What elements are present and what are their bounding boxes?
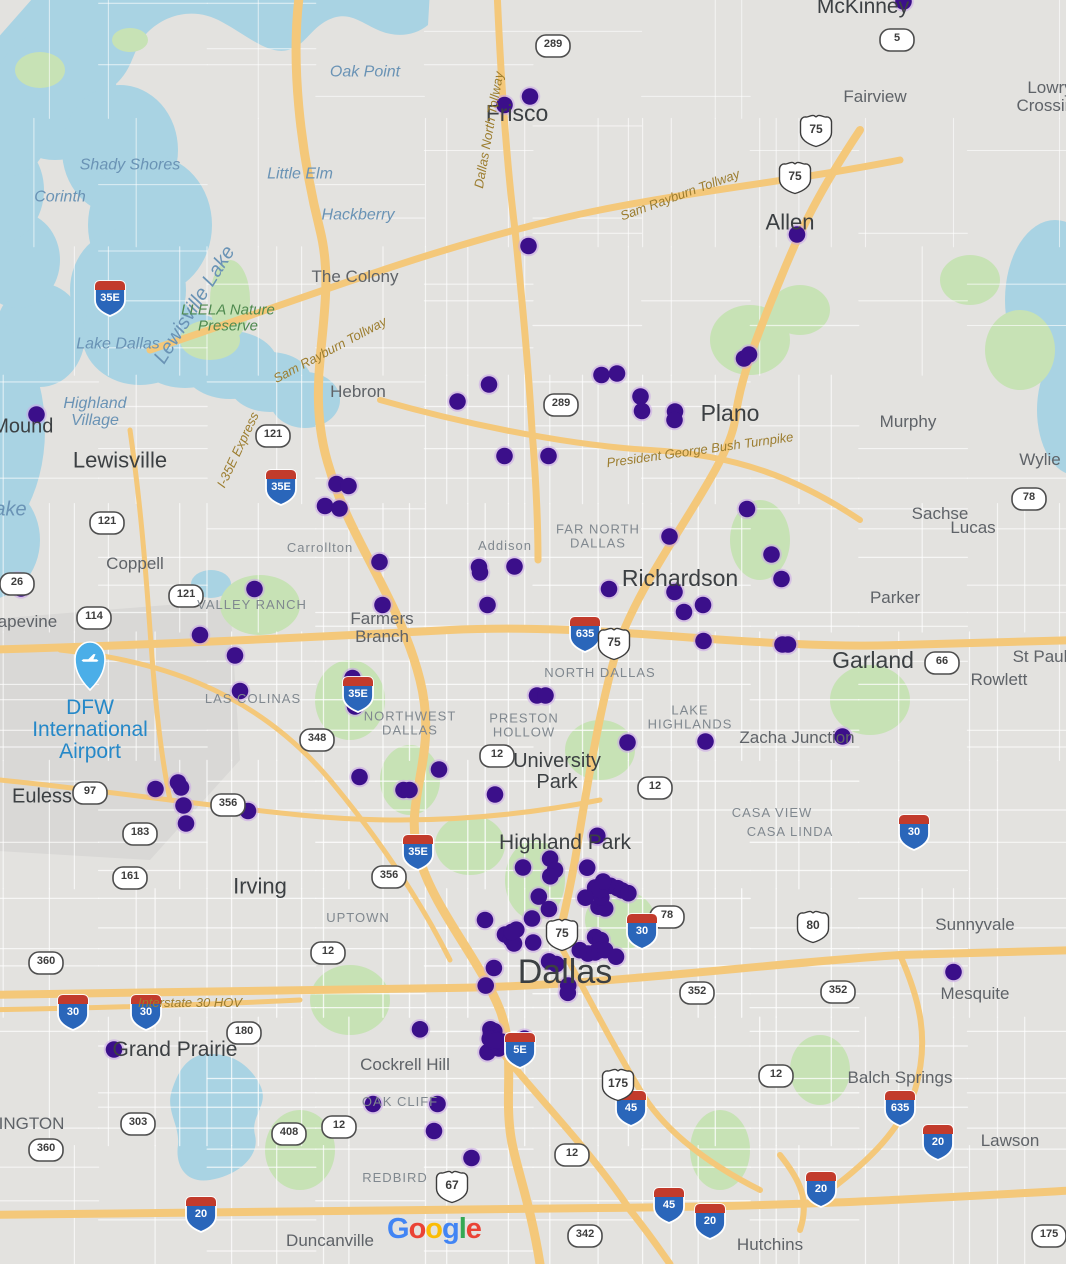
svg-text:78: 78 bbox=[661, 909, 673, 921]
svg-text:114: 114 bbox=[85, 610, 104, 622]
svg-text:35E: 35E bbox=[100, 292, 120, 304]
svg-text:20: 20 bbox=[195, 1208, 207, 1220]
svg-text:35E: 35E bbox=[348, 688, 368, 700]
svg-text:352: 352 bbox=[829, 984, 847, 996]
svg-text:356: 356 bbox=[219, 797, 237, 809]
svg-text:75: 75 bbox=[809, 122, 823, 136]
svg-text:30: 30 bbox=[908, 826, 920, 838]
svg-text:635: 635 bbox=[891, 1102, 909, 1114]
svg-text:356: 356 bbox=[380, 869, 398, 881]
svg-text:360: 360 bbox=[37, 955, 55, 967]
svg-text:12: 12 bbox=[491, 748, 503, 760]
svg-text:45: 45 bbox=[663, 1199, 675, 1211]
svg-text:12: 12 bbox=[649, 780, 661, 792]
svg-text:12: 12 bbox=[566, 1147, 578, 1159]
svg-text:5E: 5E bbox=[513, 1044, 526, 1056]
svg-text:97: 97 bbox=[84, 785, 96, 797]
svg-text:75: 75 bbox=[555, 926, 569, 940]
svg-text:121: 121 bbox=[177, 588, 195, 600]
svg-text:30: 30 bbox=[140, 1006, 152, 1018]
svg-text:5: 5 bbox=[894, 32, 900, 44]
svg-text:26: 26 bbox=[11, 576, 23, 588]
svg-text:45: 45 bbox=[625, 1102, 637, 1114]
svg-text:360: 360 bbox=[37, 1142, 55, 1154]
svg-text:342: 342 bbox=[576, 1228, 594, 1240]
svg-text:289: 289 bbox=[552, 397, 570, 409]
svg-text:12: 12 bbox=[770, 1068, 782, 1080]
svg-text:20: 20 bbox=[704, 1215, 716, 1227]
svg-text:12: 12 bbox=[322, 945, 334, 957]
svg-text:67: 67 bbox=[445, 1178, 459, 1192]
svg-text:30: 30 bbox=[636, 925, 648, 937]
svg-text:78: 78 bbox=[1023, 491, 1035, 503]
svg-text:75: 75 bbox=[607, 635, 621, 649]
svg-text:348: 348 bbox=[308, 732, 326, 744]
svg-text:121: 121 bbox=[98, 515, 116, 527]
svg-text:161: 161 bbox=[121, 870, 139, 882]
svg-text:180: 180 bbox=[235, 1025, 253, 1037]
svg-text:75: 75 bbox=[788, 169, 802, 183]
svg-text:175: 175 bbox=[608, 1076, 628, 1090]
svg-text:20: 20 bbox=[815, 1183, 827, 1195]
svg-text:35E: 35E bbox=[408, 846, 428, 858]
svg-text:20: 20 bbox=[932, 1136, 944, 1148]
svg-text:408: 408 bbox=[280, 1126, 298, 1138]
svg-text:12: 12 bbox=[333, 1119, 345, 1131]
svg-text:66: 66 bbox=[936, 655, 948, 667]
svg-text:30: 30 bbox=[67, 1006, 79, 1018]
svg-text:289: 289 bbox=[544, 38, 562, 50]
svg-text:80: 80 bbox=[806, 918, 820, 932]
svg-text:35E: 35E bbox=[271, 481, 291, 493]
svg-text:635: 635 bbox=[576, 628, 594, 640]
svg-text:352: 352 bbox=[688, 985, 706, 997]
svg-text:121: 121 bbox=[264, 428, 282, 440]
svg-text:175: 175 bbox=[1040, 1228, 1058, 1240]
svg-text:183: 183 bbox=[131, 826, 149, 838]
svg-text:303: 303 bbox=[129, 1116, 147, 1128]
